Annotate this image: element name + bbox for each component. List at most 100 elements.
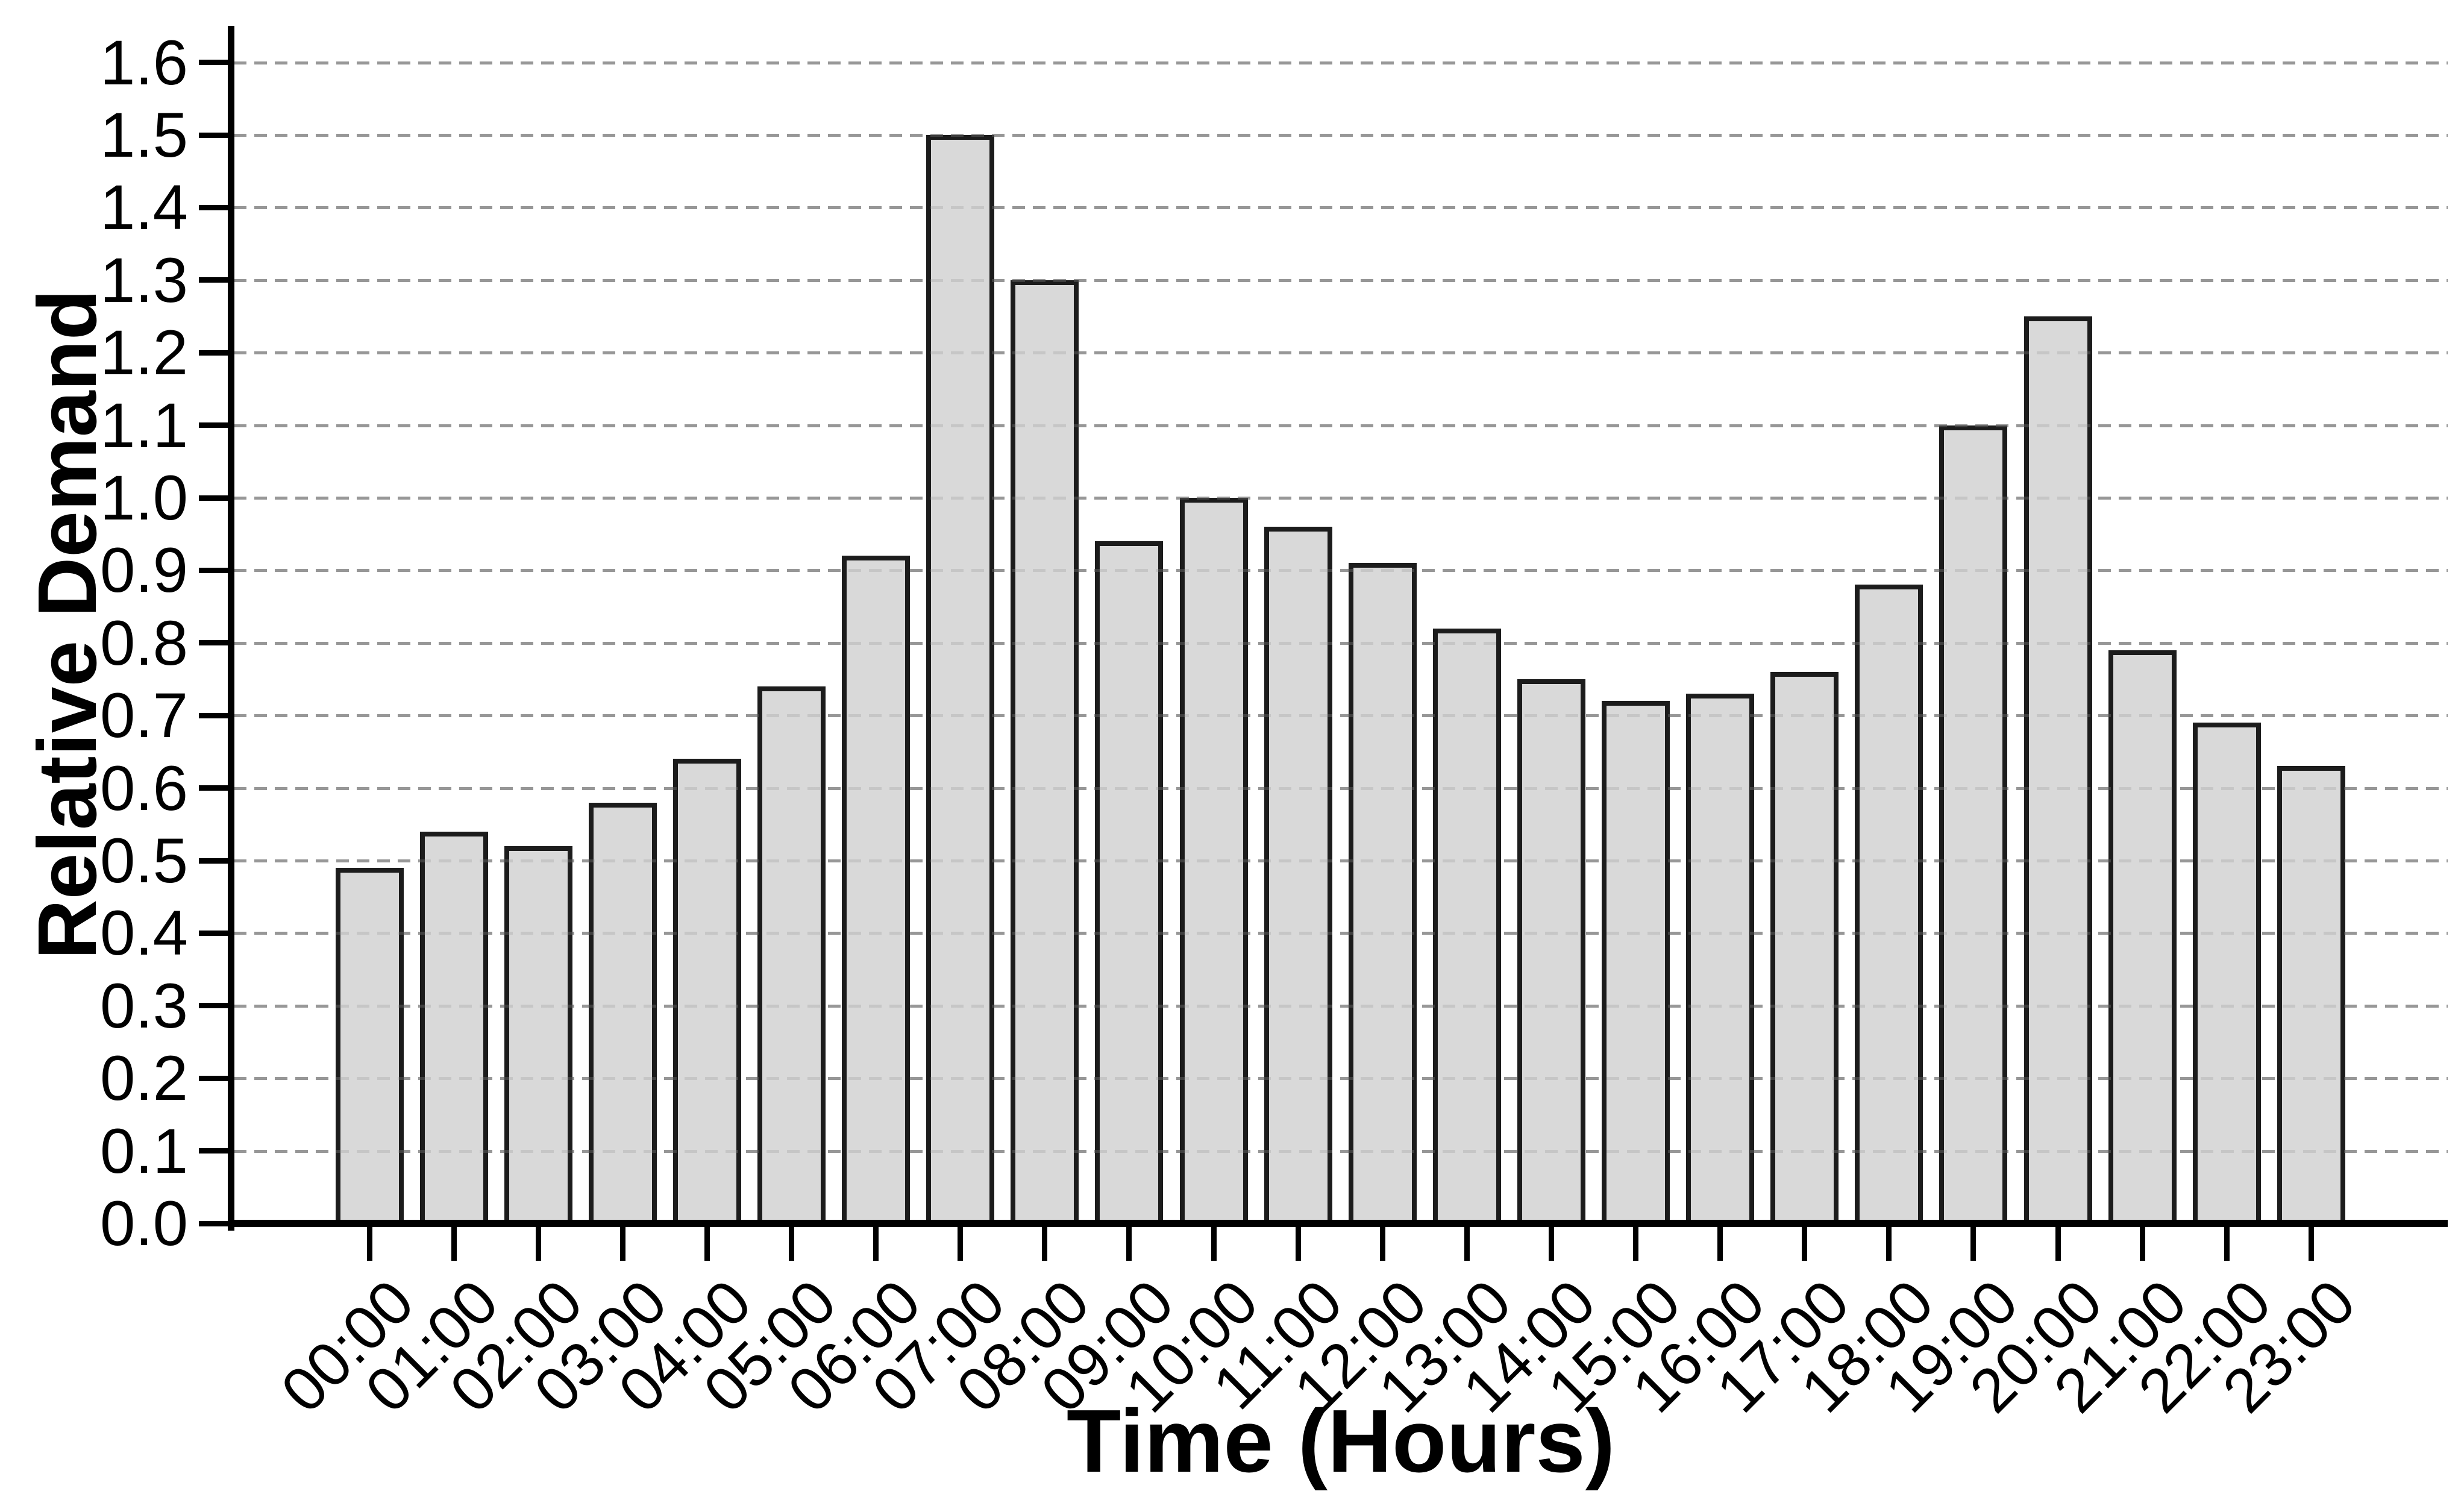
y-tick-1.3	[199, 277, 234, 283]
y-tick-0.1	[199, 1148, 234, 1154]
x-tick-15:00	[1633, 1227, 1638, 1261]
bar-00:00	[335, 868, 404, 1227]
gridline-1.6	[234, 61, 2448, 64]
y-tick-label-0.9: 0.9	[100, 535, 188, 606]
bar-02:00	[504, 846, 572, 1227]
bar-03:00	[588, 802, 657, 1227]
gridline-0.3	[234, 1004, 2448, 1008]
gridline-0.7	[234, 714, 2448, 718]
x-tick-10:00	[1211, 1227, 1217, 1261]
x-tick-06:00	[873, 1227, 879, 1261]
gridline-0.9	[234, 569, 2448, 573]
x-tick-11:00	[1295, 1227, 1301, 1261]
gridline-1.0	[234, 497, 2448, 500]
y-tick-0.4	[199, 930, 234, 936]
x-tick-07:00	[958, 1227, 964, 1261]
y-tick-label-0.7: 0.7	[100, 680, 188, 752]
gridline-1.3	[234, 278, 2448, 282]
gridline-1.5	[234, 134, 2448, 137]
gridline-0.5	[234, 859, 2448, 862]
x-tick-20:00	[2055, 1227, 2061, 1261]
y-tick-label-1.1: 1.1	[100, 390, 188, 461]
y-tick-label-0.8: 0.8	[100, 607, 188, 679]
bar-20:00	[2024, 316, 2092, 1227]
bar-13:00	[1432, 628, 1501, 1227]
gridline-1.1	[234, 424, 2448, 427]
gridline-1.0	[234, 497, 2448, 500]
x-tick-17:00	[1802, 1227, 1808, 1261]
x-tick-04:00	[704, 1227, 710, 1261]
x-tick-05:00	[789, 1227, 794, 1261]
y-tick-label-1.0: 1.0	[100, 463, 188, 533]
gridline-1.5	[234, 134, 2448, 137]
bar-04:00	[672, 759, 741, 1227]
bar-15:00	[1602, 701, 1670, 1227]
bar-05:00	[757, 686, 826, 1227]
gridline-0.6	[234, 786, 2448, 790]
y-tick-0.0	[199, 1220, 234, 1226]
bar-12:00	[1348, 563, 1417, 1227]
gridline-0.5	[234, 859, 2448, 862]
y-tick-label-0.1: 0.1	[100, 1116, 188, 1187]
y-tick-1.1	[199, 422, 234, 428]
gridline-1.4	[234, 206, 2448, 210]
x-tick-22:00	[2224, 1227, 2230, 1261]
bar-23:00	[2277, 766, 2345, 1227]
x-tick-16:00	[1717, 1227, 1723, 1261]
gridline-0.2	[234, 1077, 2448, 1081]
x-tick-02:00	[535, 1227, 541, 1261]
y-tick-label-0.5: 0.5	[100, 826, 188, 896]
x-tick-08:00	[1042, 1227, 1048, 1261]
x-tick-09:00	[1126, 1227, 1132, 1261]
x-tick-03:00	[619, 1227, 625, 1261]
x-axis-line	[228, 1220, 2448, 1227]
x-tick-23:00	[2308, 1227, 2314, 1261]
gridline-0.4	[234, 932, 2448, 935]
y-tick-label-1.5: 1.5	[100, 100, 188, 171]
bar-16:00	[1686, 694, 1755, 1227]
y-tick-1.6	[199, 60, 234, 66]
x-tick-12:00	[1379, 1227, 1385, 1261]
y-axis-title: Relative Demand	[21, 289, 114, 960]
y-tick-0.2	[199, 1075, 234, 1081]
gridline-1.3	[234, 278, 2448, 282]
x-tick-01:00	[451, 1227, 457, 1261]
y-tick-label-0.6: 0.6	[100, 753, 188, 824]
gridline-1.6	[234, 61, 2448, 64]
y-axis-line	[228, 26, 234, 1231]
x-axis-title: Time (Hours)	[1066, 1392, 1616, 1491]
x-tick-21:00	[2139, 1227, 2145, 1261]
bar-18:00	[1855, 585, 1923, 1227]
gridline-0.9	[234, 569, 2448, 573]
bar-11:00	[1264, 527, 1332, 1227]
bar-07:00	[926, 135, 995, 1227]
gridline-0.6	[234, 786, 2448, 790]
y-tick-1.4	[199, 204, 234, 210]
gridline-0.8	[234, 641, 2448, 645]
y-tick-label-1.6: 1.6	[100, 27, 188, 98]
y-tick-label-0.3: 0.3	[100, 970, 188, 1041]
bar-10:00	[1179, 498, 1248, 1227]
gridline-0.7	[234, 714, 2448, 718]
gridline-0.1	[234, 1149, 2448, 1153]
bar-09:00	[1095, 541, 1164, 1227]
y-tick-0.9	[199, 567, 234, 573]
y-tick-1.5	[199, 132, 234, 138]
x-tick-18:00	[1886, 1227, 1892, 1261]
gridline-0.1	[234, 1149, 2448, 1153]
gridline-0.3	[234, 1004, 2448, 1008]
gridline-1.1	[234, 424, 2448, 427]
y-tick-label-0.4: 0.4	[100, 898, 188, 969]
bar-06:00	[842, 556, 911, 1227]
y-tick-1.0	[199, 495, 234, 501]
gridline-0.4	[234, 932, 2448, 935]
gridline-1.4	[234, 206, 2448, 210]
y-tick-0.8	[199, 640, 234, 646]
bar-21:00	[2108, 650, 2177, 1227]
